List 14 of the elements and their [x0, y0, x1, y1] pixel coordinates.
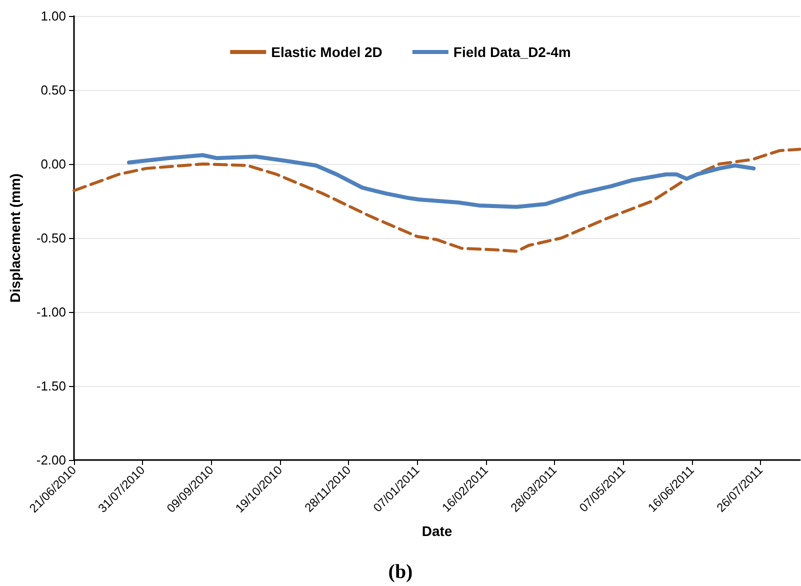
- x-axis-title: Date: [422, 523, 452, 539]
- line-series: [126, 153, 756, 209]
- y-tick-label: 0.00: [40, 156, 66, 172]
- y-tick-label: 0.50: [40, 82, 66, 98]
- y-axis-title: Displacement (mm): [7, 173, 23, 303]
- legend-label: Field Data_D2-4m: [453, 44, 571, 60]
- legend-label: Elastic Model 2D: [271, 44, 382, 60]
- y-tick-label: -1.00: [36, 304, 66, 320]
- y-tick-label: -2.00: [36, 452, 66, 468]
- text: (b): [388, 561, 413, 583]
- y-tick-label: -1.50: [36, 378, 66, 394]
- y-tick-label: 1.00: [40, 8, 66, 24]
- line-series: [72, 148, 801, 253]
- y-tick-label: -0.50: [36, 230, 66, 246]
